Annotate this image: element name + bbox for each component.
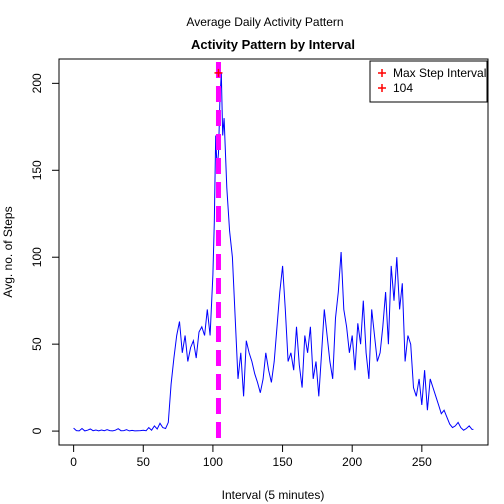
chart-title: Activity Pattern by Interval [191, 37, 355, 52]
x-axis: 0 50 100 150 200 250 [70, 444, 432, 469]
x-tick-label: 50 [137, 455, 151, 469]
x-tick-label: 250 [412, 455, 432, 469]
x-axis-label: Interval (5 minutes) [222, 488, 325, 502]
x-tick-label: 200 [342, 455, 362, 469]
y-axis-label: Avg. no. of Steps [1, 206, 15, 297]
legend-marker-2 [378, 84, 386, 92]
legend-box [369, 60, 488, 103]
x-tick-label: 100 [203, 455, 223, 469]
x-tick-label: 150 [273, 455, 293, 469]
legend: Max Step Interval 104 [369, 60, 488, 103]
y-axis: 0 50 100 150 200 [30, 73, 60, 434]
series-layer [73, 72, 474, 432]
legend-entry-max-step-interval: Max Step Interval [393, 66, 486, 80]
y-tick-label: 50 [30, 337, 44, 351]
y-tick-label: 100 [30, 247, 44, 267]
x-tick-label: 0 [70, 455, 77, 469]
max-step-marker [214, 68, 223, 77]
series-line [73, 72, 474, 432]
y-tick-label: 150 [30, 160, 44, 180]
outer-title: Average Daily Activity Pattern [186, 15, 343, 29]
y-tick-label: 0 [30, 427, 44, 434]
legend-entry-value: 104 [393, 81, 413, 95]
legend-marker-1 [378, 69, 386, 77]
y-tick-label: 200 [30, 73, 44, 93]
